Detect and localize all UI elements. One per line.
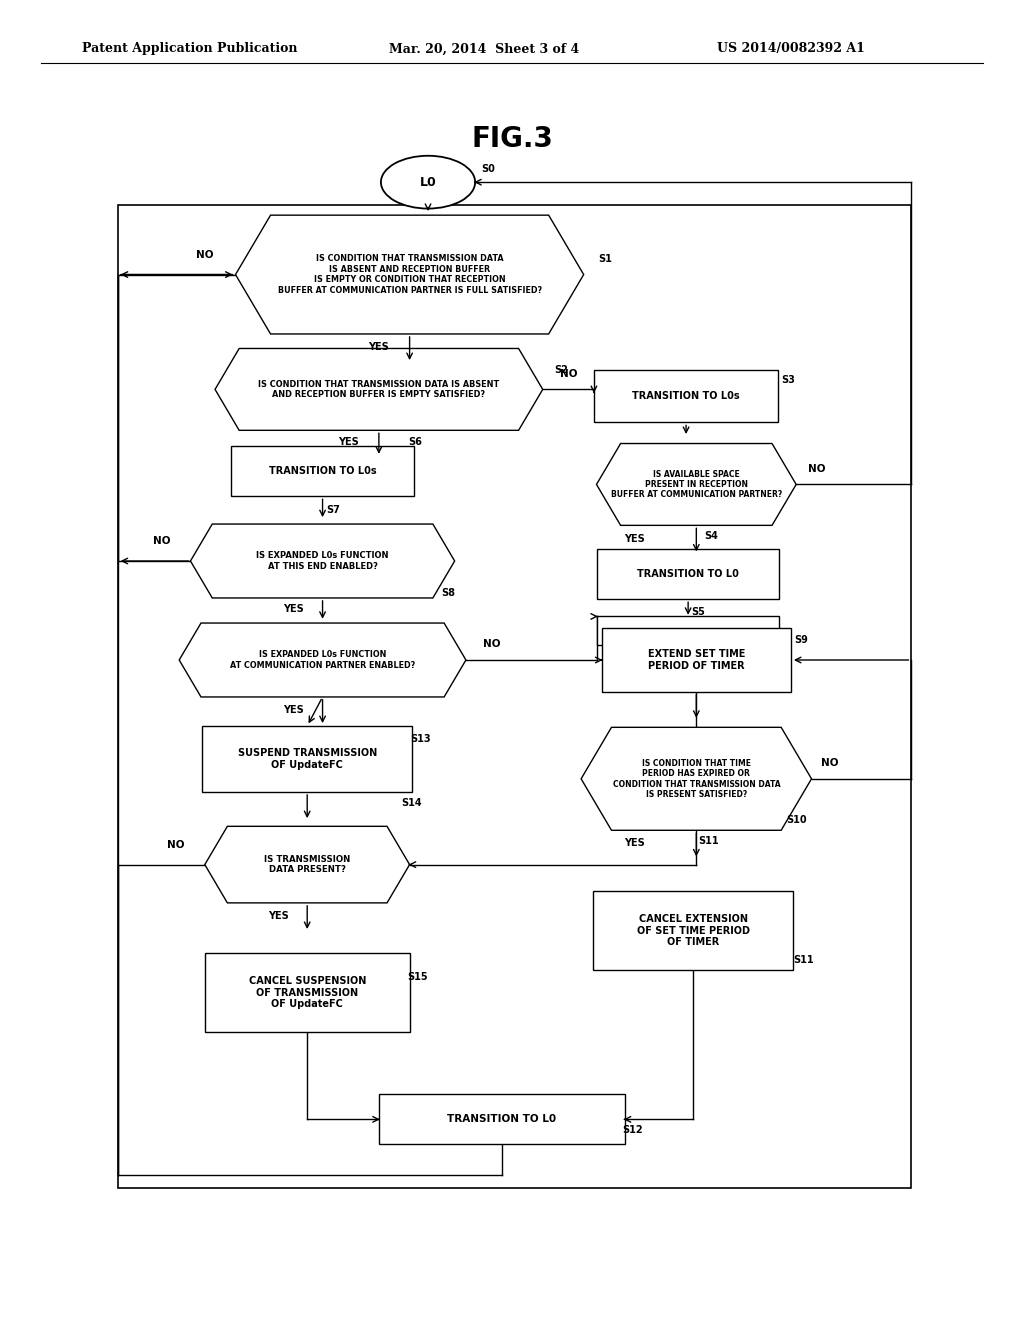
Text: S1: S1 [598, 253, 612, 264]
Text: NO: NO [196, 249, 214, 260]
Text: SUSPEND TRANSMISSION
OF UpdateFC: SUSPEND TRANSMISSION OF UpdateFC [238, 748, 377, 770]
FancyBboxPatch shape [597, 549, 779, 599]
Text: NO: NO [559, 368, 578, 379]
Text: YES: YES [284, 705, 304, 715]
Text: S4: S4 [705, 531, 719, 541]
Text: S11: S11 [793, 954, 814, 965]
Polygon shape [215, 348, 543, 430]
Text: IS CONDITION THAT TIME
PERIOD HAS EXPIRED OR
CONDITION THAT TRANSMISSION DATA
IS: IS CONDITION THAT TIME PERIOD HAS EXPIRE… [612, 759, 780, 799]
Polygon shape [596, 444, 797, 525]
Text: YES: YES [625, 533, 645, 544]
Text: IS CONDITION THAT TRANSMISSION DATA IS ABSENT
AND RECEPTION BUFFER IS EMPTY SATI: IS CONDITION THAT TRANSMISSION DATA IS A… [258, 380, 500, 399]
Text: YES: YES [369, 342, 389, 352]
Text: IS TRANSMISSION
DATA PRESENT?: IS TRANSMISSION DATA PRESENT? [264, 855, 350, 874]
Text: S7: S7 [326, 504, 340, 515]
Ellipse shape [381, 156, 475, 209]
FancyBboxPatch shape [231, 446, 414, 496]
FancyBboxPatch shape [597, 616, 779, 645]
Text: TRANSITION TO L0: TRANSITION TO L0 [637, 569, 739, 579]
Polygon shape [236, 215, 584, 334]
FancyBboxPatch shape [118, 205, 911, 1188]
Text: S12: S12 [623, 1125, 643, 1135]
Text: S3: S3 [781, 375, 796, 385]
Text: US 2014/0082392 A1: US 2014/0082392 A1 [717, 42, 864, 55]
Polygon shape [179, 623, 466, 697]
Text: TRANSITION TO L0: TRANSITION TO L0 [447, 1114, 556, 1125]
Text: S14: S14 [400, 797, 422, 808]
Text: S13: S13 [410, 734, 431, 744]
Text: NO: NO [482, 639, 501, 649]
FancyBboxPatch shape [594, 370, 778, 422]
Text: L0: L0 [420, 176, 436, 189]
Text: S0: S0 [481, 164, 496, 174]
Text: TRANSITION TO L0s: TRANSITION TO L0s [268, 466, 377, 477]
Text: CANCEL EXTENSION
OF SET TIME PERIOD
OF TIMER: CANCEL EXTENSION OF SET TIME PERIOD OF T… [637, 913, 750, 948]
Text: IS CONDITION THAT TRANSMISSION DATA
IS ABSENT AND RECEPTION BUFFER
IS EMPTY OR C: IS CONDITION THAT TRANSMISSION DATA IS A… [278, 255, 542, 294]
Text: TRANSITION TO L0s: TRANSITION TO L0s [632, 391, 740, 401]
Text: CANCEL SUSPENSION
OF TRANSMISSION
OF UpdateFC: CANCEL SUSPENSION OF TRANSMISSION OF Upd… [249, 975, 366, 1010]
Text: NO: NO [167, 840, 185, 850]
Text: YES: YES [284, 603, 304, 614]
Text: S15: S15 [408, 972, 428, 982]
Text: S8: S8 [441, 587, 456, 598]
Polygon shape [190, 524, 455, 598]
Text: S2: S2 [555, 364, 568, 375]
Text: S5: S5 [691, 607, 706, 618]
Text: YES: YES [338, 437, 358, 447]
Text: NO: NO [821, 758, 839, 768]
FancyBboxPatch shape [379, 1094, 625, 1144]
FancyBboxPatch shape [594, 891, 793, 970]
Text: NO: NO [808, 463, 825, 474]
Polygon shape [205, 826, 410, 903]
Text: S11: S11 [698, 836, 719, 846]
Text: EXTEND SET TIME
PERIOD OF TIMER: EXTEND SET TIME PERIOD OF TIMER [647, 649, 745, 671]
Text: Patent Application Publication: Patent Application Publication [82, 42, 297, 55]
Text: FIG.3: FIG.3 [471, 124, 553, 153]
Polygon shape [582, 727, 812, 830]
Text: S10: S10 [786, 814, 807, 825]
Text: IS AVAILABLE SPACE
PRESENT IN RECEPTION
BUFFER AT COMMUNICATION PARTNER?: IS AVAILABLE SPACE PRESENT IN RECEPTION … [610, 470, 782, 499]
FancyBboxPatch shape [205, 953, 410, 1032]
Text: S9: S9 [795, 635, 808, 645]
Text: YES: YES [625, 838, 645, 849]
Text: NO: NO [153, 536, 171, 546]
FancyBboxPatch shape [203, 726, 412, 792]
FancyBboxPatch shape [602, 628, 791, 692]
Text: YES: YES [268, 911, 289, 921]
Text: IS EXPANDED L0s FUNCTION
AT COMMUNICATION PARTNER ENABLED?: IS EXPANDED L0s FUNCTION AT COMMUNICATIO… [230, 651, 415, 669]
Text: S6: S6 [408, 437, 422, 447]
Text: IS EXPANDED L0s FUNCTION
AT THIS END ENABLED?: IS EXPANDED L0s FUNCTION AT THIS END ENA… [256, 552, 389, 570]
Text: Mar. 20, 2014  Sheet 3 of 4: Mar. 20, 2014 Sheet 3 of 4 [389, 42, 580, 55]
